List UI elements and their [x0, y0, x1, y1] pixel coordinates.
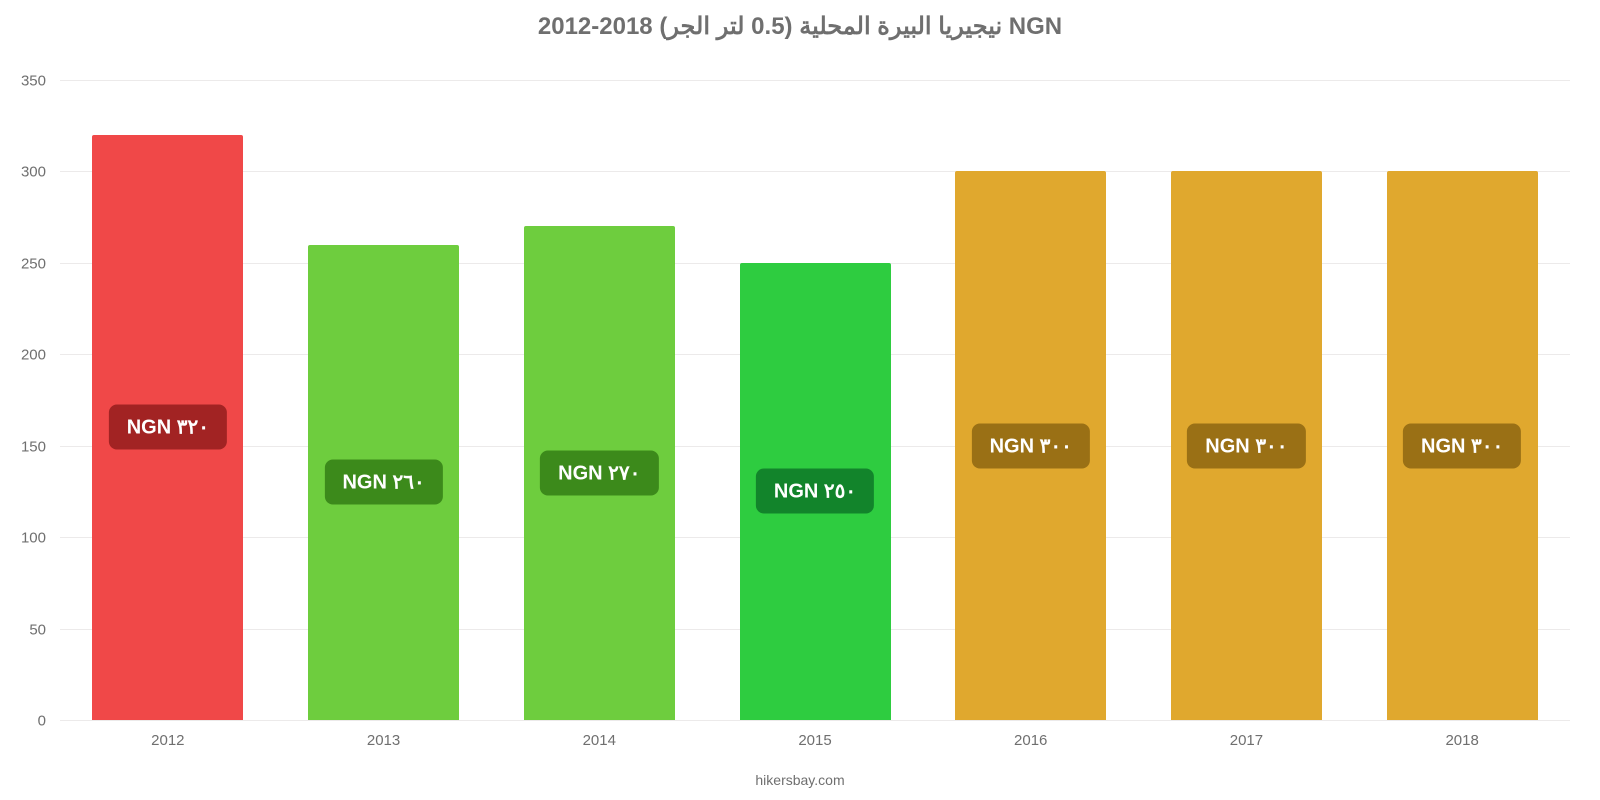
y-tick-label: 150: [21, 438, 60, 455]
chart-title: نيجيريا البيرة المحلية (0.5 لتر الجر) 20…: [0, 12, 1600, 41]
y-tick-label: 300: [21, 164, 60, 181]
data-label: ٢٦٠ NGN: [324, 460, 442, 505]
data-label: ٣٠٠ NGN: [1187, 423, 1305, 468]
y-tick-label: 100: [21, 530, 60, 547]
x-tick-label: 2018: [1445, 732, 1478, 749]
y-tick-label: 50: [29, 621, 60, 638]
data-label: ٣٢٠ NGN: [109, 405, 227, 450]
chart-container: نيجيريا البيرة المحلية (0.5 لتر الجر) 20…: [0, 0, 1600, 800]
data-label: ٢٥٠ NGN: [756, 469, 874, 514]
gridline: 0: [60, 720, 1570, 721]
x-tick-label: 2017: [1230, 732, 1263, 749]
x-tick-label: 2012: [151, 732, 184, 749]
data-label: ٣٠٠ NGN: [972, 423, 1090, 468]
x-axis: 2012 2013 2014 2015 2016 2017 2018: [60, 732, 1570, 752]
plot-area: 050100150200250300350 ٣٢٠ NGN٢٦٠ NGN٢٧٠ …: [60, 80, 1570, 720]
x-tick-label: 2016: [1014, 732, 1047, 749]
x-tick-label: 2013: [367, 732, 400, 749]
source-label: hikersbay.com: [0, 772, 1600, 788]
x-tick-label: 2015: [798, 732, 831, 749]
y-tick-label: 350: [21, 73, 60, 90]
y-tick-label: 0: [38, 713, 60, 730]
y-tick-label: 200: [21, 347, 60, 364]
bars-layer: ٣٢٠ NGN ٢٦٠ NGN ٢٧٠ NGN ٢٥٠ NGN ٣٠٠ NGN ٣٠٠ N…: [60, 80, 1570, 720]
y-tick-label: 250: [21, 255, 60, 272]
data-label: ٢٧٠ NGN: [540, 451, 658, 496]
x-tick-label: 2014: [583, 732, 616, 749]
data-label: ٣٠٠ NGN: [1403, 423, 1521, 468]
